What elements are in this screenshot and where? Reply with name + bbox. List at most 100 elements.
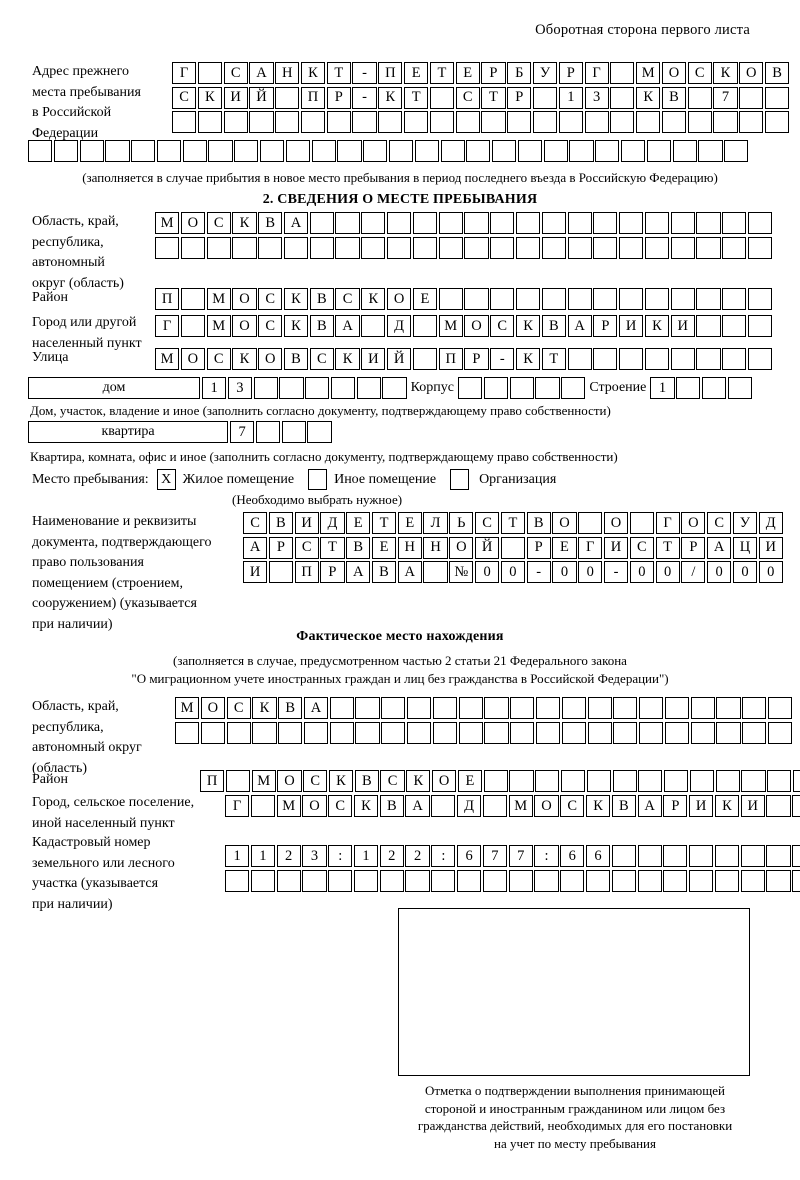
form-cell[interactable]: К [515,348,541,370]
form-cell[interactable]: 1 [650,377,675,399]
form-cell[interactable] [535,697,561,719]
form-cell[interactable]: О [180,212,205,234]
s2-region-row-2[interactable] [155,236,773,259]
form-cell[interactable] [260,140,285,162]
form-cell[interactable]: И [361,348,386,370]
form-cell[interactable]: П [300,86,326,109]
form-cell[interactable]: Т [429,62,454,84]
form-cell[interactable] [252,721,277,744]
form-cell[interactable]: К [714,795,740,817]
form-cell[interactable]: 7 [713,86,738,109]
form-cell[interactable] [432,721,457,744]
form-cell[interactable]: М [175,697,200,719]
form-cell[interactable] [131,140,156,162]
form-cell[interactable] [792,869,800,892]
form-cell[interactable]: И [689,795,714,817]
form-cell[interactable] [328,869,353,892]
form-cell[interactable]: С [206,212,231,234]
form-cell[interactable]: С [223,62,248,84]
form-cell[interactable]: К [232,348,257,370]
form-cell[interactable]: М [276,795,301,817]
form-cell[interactable] [429,111,454,133]
form-cell[interactable]: С [629,536,654,559]
form-cell[interactable] [535,770,560,792]
form-cell[interactable]: М [206,288,231,310]
form-cell[interactable]: Р [268,536,293,559]
form-cell[interactable] [438,236,463,259]
form-cell[interactable] [541,236,566,259]
form-cell[interactable]: К [644,315,670,337]
form-cell[interactable] [619,212,644,234]
form-cell[interactable] [747,348,773,370]
form-cell[interactable]: 3 [584,86,609,109]
korpus-cells[interactable] [458,377,586,399]
form-cell[interactable] [234,140,259,162]
form-cell[interactable] [303,721,329,744]
form-cell[interactable] [500,536,525,559]
form-cell[interactable] [727,377,752,399]
form-cell[interactable] [429,86,454,109]
form-cell[interactable] [722,315,747,337]
form-cell[interactable] [53,140,78,162]
form-cell[interactable]: С [226,697,251,719]
form-cell[interactable]: 1 [202,377,227,399]
form-cell[interactable] [510,721,535,744]
form-cell[interactable] [638,770,663,792]
form-cell[interactable] [412,348,437,370]
form-cell[interactable] [250,795,275,817]
form-cell[interactable]: П [200,770,225,792]
form-cell[interactable] [722,288,747,310]
form-cell[interactable] [541,288,566,310]
form-cell[interactable]: Л [423,512,448,534]
form-cell[interactable] [561,697,586,719]
form-cell[interactable] [585,869,611,892]
form-cell[interactable]: И [670,315,695,337]
form-cell[interactable]: С [258,315,283,337]
form-cell[interactable]: В [268,512,293,534]
form-cell[interactable]: 1 [250,845,275,867]
form-cell[interactable] [305,377,330,399]
form-cell[interactable] [457,869,482,892]
form-cell[interactable]: Г [155,315,180,337]
form-cell[interactable] [567,236,592,259]
form-cell[interactable] [509,770,534,792]
form-cell[interactable] [670,236,695,259]
form-cell[interactable] [532,86,558,109]
form-cell[interactable]: Р [593,315,618,337]
form-cell[interactable]: 0 [500,561,525,583]
form-cell[interactable] [329,697,354,719]
form-cell[interactable] [510,697,535,719]
form-cell[interactable]: К [713,62,738,84]
form-cell[interactable] [610,111,635,133]
form-cell[interactable] [355,721,380,744]
form-cell[interactable] [481,111,506,133]
form-cell[interactable]: С [258,288,283,310]
form-cell[interactable]: П [155,288,180,310]
form-cell[interactable] [508,869,533,892]
form-cell[interactable]: Р [558,62,583,84]
checkbox-inoe[interactable] [308,469,328,490]
form-cell[interactable]: Д [758,512,783,534]
form-cell[interactable]: : [431,845,456,867]
form-cell[interactable]: О [432,770,457,792]
form-cell[interactable] [724,140,749,162]
place-type-row[interactable]: Место пребывания: X Жилое помещение Иное… [32,469,556,490]
form-cell[interactable]: В [309,315,334,337]
form-cell[interactable] [696,288,721,310]
form-cell[interactable]: Г [578,536,603,559]
form-cell[interactable]: К [636,86,661,109]
form-cell[interactable]: 0 [707,561,732,583]
form-cell[interactable]: К [197,86,222,109]
form-cell[interactable] [484,721,509,744]
form-cell[interactable]: Р [481,62,506,84]
form-cell[interactable]: М [155,348,180,370]
form-cell[interactable]: О [449,536,474,559]
form-cell[interactable] [180,315,205,337]
form-cell[interactable]: О [534,795,559,817]
form-cell[interactable]: Р [663,795,688,817]
form-cell[interactable] [543,140,568,162]
